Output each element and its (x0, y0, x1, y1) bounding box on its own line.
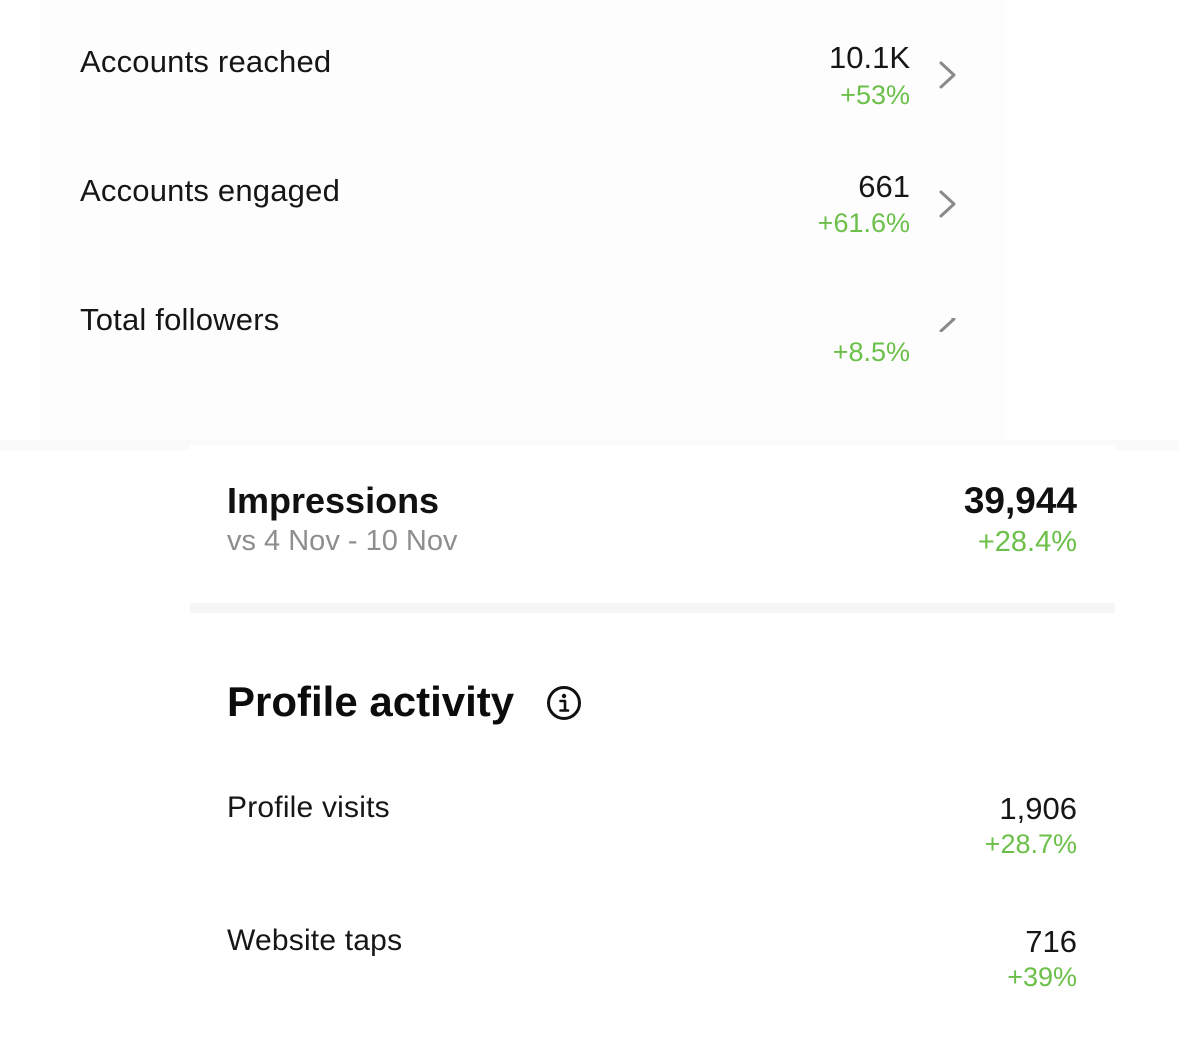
metric-label: Accounts engaged (80, 173, 341, 208)
profile-activity-title: Profile activity (227, 678, 515, 725)
metric-label: Accounts reached (80, 44, 332, 79)
profile-row-value: 716 (1025, 924, 1077, 959)
profile-row-change: +39% (1007, 962, 1077, 992)
profile-row-change: +28.7% (984, 829, 1077, 859)
chevron-right-icon[interactable] (937, 60, 959, 90)
metric-change: +53% (840, 80, 910, 110)
impressions-value: 39,944 (963, 480, 1077, 521)
impressions-comparison: vs 4 Nov - 10 Nov (227, 525, 458, 557)
metric-value: 661 (858, 169, 910, 204)
profile-activity-panel: Profile activity Profile visits 1,906 +2… (190, 615, 1115, 1043)
divider (190, 603, 1115, 613)
impressions-title: Impressions (227, 480, 440, 521)
profile-row-label: Profile visits (227, 791, 390, 824)
metric-label: Total followers (80, 302, 280, 337)
impressions-panel[interactable]: Impressions vs 4 Nov - 10 Nov 39,944 +28… (190, 445, 1115, 605)
profile-row-value: 1,906 (999, 791, 1077, 826)
metric-change: +8.5% (832, 337, 910, 367)
reach-metrics-panel: Accounts reached 10.1K +53% Accounts eng… (40, 0, 1005, 440)
impressions-change: +28.4% (977, 526, 1077, 558)
chevron-right-icon[interactable] (937, 189, 959, 219)
metric-value: 10.1K (828, 40, 910, 75)
info-icon[interactable] (546, 685, 582, 721)
profile-row-label: Website taps (227, 924, 403, 957)
chevron-right-icon[interactable] (937, 318, 959, 332)
metric-change: +61.6% (817, 208, 910, 238)
